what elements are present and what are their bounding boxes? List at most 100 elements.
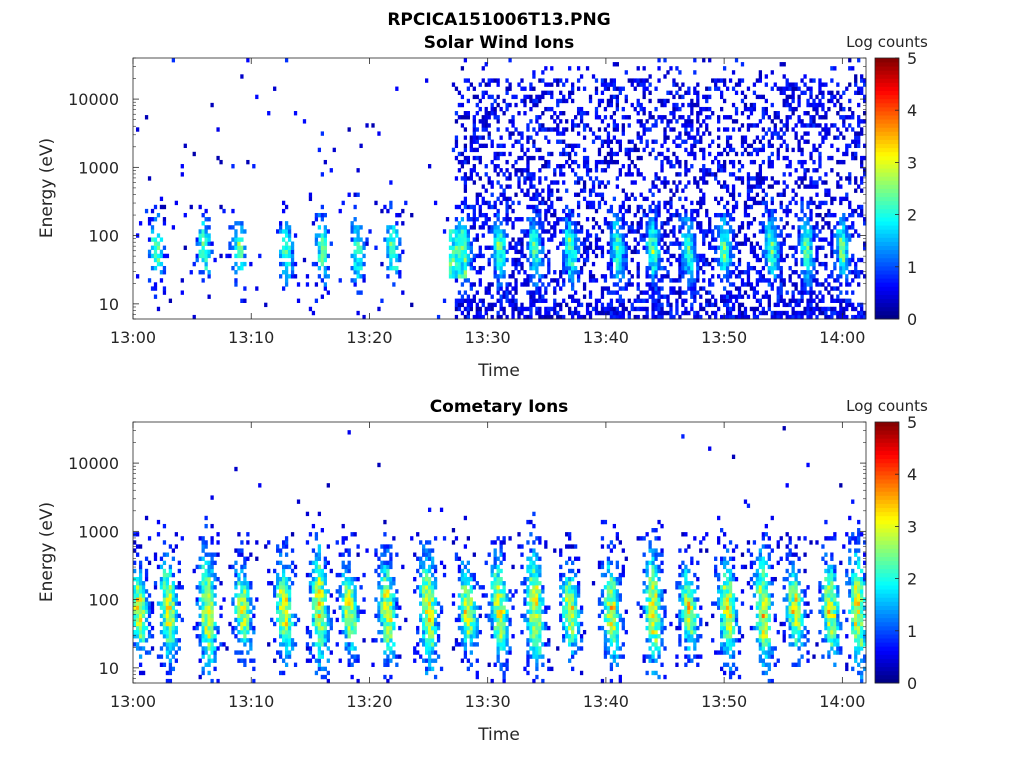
heatmap-cell bbox=[863, 78, 867, 83]
heatmap-cell bbox=[243, 629, 247, 635]
heatmap-cell bbox=[737, 270, 742, 275]
heatmap-cell bbox=[788, 115, 792, 120]
heatmap-cell bbox=[544, 200, 548, 206]
heatmap-cell bbox=[317, 564, 322, 570]
heatmap-cell bbox=[714, 82, 718, 87]
heatmap-cell bbox=[687, 168, 691, 173]
heatmap-cell bbox=[135, 552, 140, 557]
heatmap-cell bbox=[553, 168, 557, 173]
heatmap-cell bbox=[752, 286, 757, 291]
heatmap-cell bbox=[281, 601, 286, 606]
heatmap-cell bbox=[165, 629, 170, 635]
heatmap-cell bbox=[600, 143, 605, 149]
heatmap-cell bbox=[851, 278, 855, 283]
heatmap-cell bbox=[308, 585, 313, 590]
heatmap-cell bbox=[463, 314, 468, 320]
heatmap-cell bbox=[279, 609, 283, 614]
heatmap-cell bbox=[785, 94, 789, 100]
heatmap-cell bbox=[341, 560, 345, 566]
heatmap-cell bbox=[633, 196, 637, 202]
heatmap-cell bbox=[812, 310, 816, 316]
heatmap-cell bbox=[803, 168, 807, 173]
heatmap-cell bbox=[627, 229, 631, 234]
heatmap-cell bbox=[746, 237, 751, 242]
heatmap-cell bbox=[571, 208, 575, 214]
heatmap-cell bbox=[541, 196, 545, 202]
heatmap-cell bbox=[728, 135, 733, 140]
heatmap-cell bbox=[252, 658, 256, 663]
heatmap-cell bbox=[237, 265, 241, 271]
heatmap-cell bbox=[317, 249, 322, 255]
heatmap-cell bbox=[323, 241, 327, 246]
heatmap-cell bbox=[562, 217, 566, 222]
heatmap-cell bbox=[776, 180, 780, 185]
heatmap-cell bbox=[392, 253, 396, 259]
heatmap-cell bbox=[827, 192, 831, 197]
heatmap-cell bbox=[633, 106, 637, 112]
heatmap-cell bbox=[600, 159, 605, 165]
heatmap-cell bbox=[722, 221, 727, 226]
heatmap-cell bbox=[481, 66, 485, 71]
heatmap-cell bbox=[234, 609, 238, 614]
heatmap-cell bbox=[809, 155, 813, 161]
heatmap-cell bbox=[153, 253, 158, 259]
heatmap-cell bbox=[162, 253, 167, 259]
heatmap-cell bbox=[806, 278, 810, 283]
heatmap-cell bbox=[320, 638, 324, 643]
heatmap-cell bbox=[839, 282, 843, 287]
heatmap-cell bbox=[207, 589, 211, 594]
heatmap-cell bbox=[320, 674, 324, 680]
heatmap-cell bbox=[717, 233, 721, 238]
heatmap-cell bbox=[386, 249, 390, 255]
heatmap-cell bbox=[851, 127, 855, 132]
heatmap-cell bbox=[749, 159, 754, 165]
heatmap-cell bbox=[162, 540, 167, 545]
heatmap-cell bbox=[702, 257, 706, 263]
heatmap-cell bbox=[568, 265, 572, 271]
heatmap-cell bbox=[809, 290, 813, 295]
heatmap-cell bbox=[526, 278, 530, 283]
heatmap-cell bbox=[138, 572, 143, 578]
heatmap-cell bbox=[490, 245, 494, 250]
heatmap-cell bbox=[708, 221, 712, 226]
heatmap-cell bbox=[836, 221, 840, 226]
heatmap-cell bbox=[514, 306, 518, 312]
heatmap-cell bbox=[642, 66, 646, 71]
heatmap-cell bbox=[535, 204, 539, 210]
heatmap-cell bbox=[788, 278, 792, 283]
heatmap-cell bbox=[538, 249, 542, 255]
heatmap-cell bbox=[576, 78, 581, 83]
heatmap-cell bbox=[270, 617, 274, 623]
heatmap-cell bbox=[213, 257, 217, 263]
heatmap-cell bbox=[207, 609, 211, 614]
heatmap-cell bbox=[484, 111, 488, 116]
heatmap-cell bbox=[809, 270, 813, 275]
heatmap-cell bbox=[785, 212, 789, 218]
heatmap-cell bbox=[711, 302, 715, 308]
heatmap-cell bbox=[311, 613, 316, 619]
heatmap-cell bbox=[150, 208, 155, 214]
heatmap-cell bbox=[660, 225, 664, 230]
heatmap-cell bbox=[752, 106, 757, 112]
heatmap-cell bbox=[824, 253, 828, 259]
heatmap-cell bbox=[553, 127, 557, 132]
heatmap-cell bbox=[487, 286, 491, 291]
heatmap-cell bbox=[654, 306, 658, 312]
heatmap-cell bbox=[499, 302, 503, 308]
x-axis-label: Time bbox=[477, 361, 520, 381]
heatmap-cell bbox=[469, 147, 473, 153]
heatmap-cell bbox=[478, 298, 482, 303]
heatmap-cell bbox=[466, 176, 470, 181]
heatmap-cell bbox=[606, 131, 611, 136]
heatmap-cell bbox=[648, 115, 652, 120]
heatmap-cell bbox=[326, 274, 330, 279]
heatmap-cell bbox=[848, 302, 852, 308]
heatmap-cell bbox=[597, 225, 602, 230]
heatmap-cell bbox=[150, 229, 155, 234]
heatmap-cell bbox=[854, 261, 858, 267]
heatmap-cell bbox=[612, 82, 617, 87]
colorbar-segment bbox=[875, 212, 899, 218]
heatmap-cell bbox=[284, 601, 289, 606]
heatmap-cell bbox=[454, 298, 459, 303]
heatmap-cell bbox=[138, 654, 143, 659]
